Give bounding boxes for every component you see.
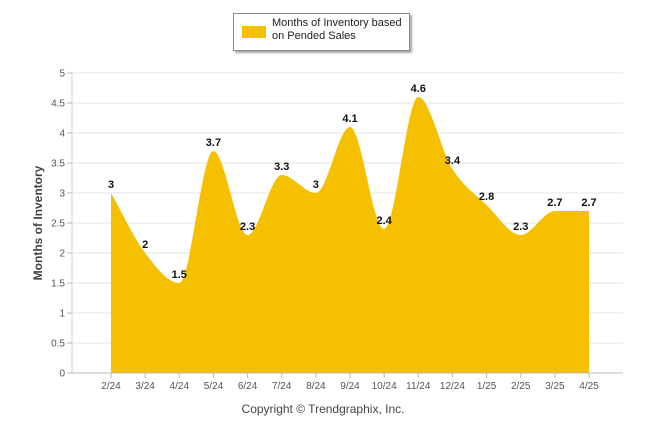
- data-labels: 3 2 1.5 3.7 2.3 3.3 3 4.1 2.4 4.6 3.4 2.8 2.3 2.7 2.7: [108, 83, 597, 281]
- y-axis-title: Months of Inventory: [31, 165, 45, 280]
- data-label: 3: [108, 179, 114, 191]
- data-label: 3.3: [274, 161, 289, 173]
- y-axis-ticks: 0 0.5 1 1.5 2 2.5 3 3.5 4 4.5 5: [51, 69, 72, 380]
- x-tick-label: 8/24: [306, 381, 326, 392]
- data-label: 4.1: [342, 113, 357, 125]
- data-label: 3: [313, 179, 319, 191]
- y-tick-label: 2.5: [51, 219, 65, 230]
- x-tick-label: 2/25: [511, 381, 531, 392]
- y-tick-label: 3: [59, 189, 65, 200]
- data-label: 2.4: [376, 215, 392, 227]
- x-tick-label: 10/24: [372, 381, 397, 392]
- y-tick-label: 4: [59, 129, 65, 140]
- y-tick-label: 0: [59, 369, 65, 380]
- y-tick-label: 1.5: [51, 279, 65, 290]
- y-tick-label: 0.5: [51, 339, 65, 350]
- x-tick-label: 2/24: [101, 381, 121, 392]
- x-tick-label: 4/25: [579, 381, 599, 392]
- legend-label: Months of Inventory based on Pended Sale…: [272, 17, 402, 42]
- x-tick-label: 5/24: [204, 381, 224, 392]
- data-label: 2: [142, 239, 148, 251]
- x-tick-label: 6/24: [238, 381, 258, 392]
- x-tick-label: 9/24: [340, 381, 360, 392]
- legend-swatch: [242, 26, 266, 38]
- data-label: 4.6: [411, 83, 426, 95]
- y-tick-label: 3.5: [51, 159, 65, 170]
- data-label: 1.5: [172, 269, 187, 281]
- data-label: 2.7: [581, 197, 596, 209]
- x-tick-label: 4/24: [170, 381, 190, 392]
- x-tick-label: 7/24: [272, 381, 292, 392]
- x-tick-label: 12/24: [440, 381, 465, 392]
- data-label: 2.8: [479, 191, 494, 203]
- y-tick-label: 4.5: [51, 99, 65, 110]
- copyright-footer: Copyright © Trendgraphix, Inc.: [241, 402, 405, 416]
- data-label: 2.3: [513, 221, 528, 233]
- data-label: 2.3: [240, 221, 255, 233]
- x-axis-ticks: 2/24 3/24 4/24 5/24 6/24 7/24 8/24 9/24 10/24 11/…: [101, 373, 599, 392]
- legend: Months of Inventory based on Pended Sale…: [233, 13, 410, 51]
- y-tick-label: 5: [59, 69, 65, 80]
- x-tick-label: 3/25: [545, 381, 565, 392]
- data-label: 3.7: [206, 137, 221, 149]
- area-series: [111, 97, 589, 373]
- y-tick-label: 2: [59, 249, 65, 260]
- y-tick-label: 1: [59, 309, 65, 320]
- x-tick-label: 3/24: [135, 381, 155, 392]
- data-label: 3.4: [445, 155, 461, 167]
- x-tick-label: 11/24: [406, 381, 431, 392]
- data-label: 2.7: [547, 197, 562, 209]
- x-tick-label: 1/25: [477, 381, 497, 392]
